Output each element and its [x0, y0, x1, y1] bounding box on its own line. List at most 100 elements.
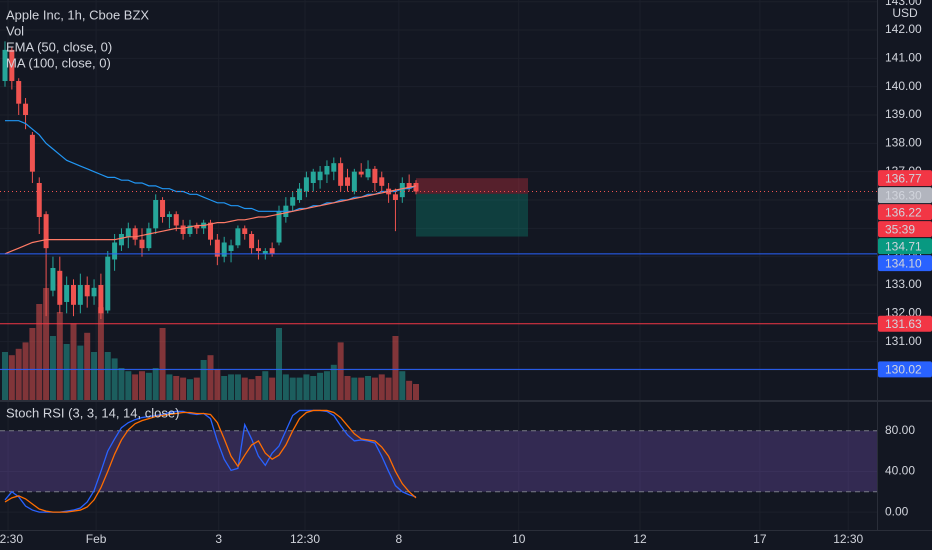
volume-bar [29, 328, 36, 400]
indicator-title: Stoch RSI (3, 3, 14, 14, close) [6, 405, 179, 420]
vol-layer [2, 288, 419, 400]
candle-body [262, 250, 268, 254]
x-tick-label: 12 [633, 532, 647, 546]
price-tag-bg [878, 170, 932, 187]
volume-bar [358, 377, 365, 400]
candle-body [166, 214, 172, 217]
candle-body [16, 81, 22, 104]
y-tick-label: 0.00 [885, 504, 909, 518]
candle-body [214, 239, 220, 257]
candle-body [173, 214, 179, 226]
volume-bar [275, 328, 282, 400]
y-tick-label: 143.00 [885, 0, 922, 8]
candle-body [235, 228, 241, 246]
volume-bar [371, 377, 378, 400]
lines-layer [4, 120, 417, 513]
candle-body [187, 225, 193, 234]
y-tick-label: 140.00 [885, 79, 922, 93]
candle-body [194, 225, 200, 229]
indicator-line [4, 185, 417, 255]
volume-bar [310, 376, 317, 400]
price-tag: 134.10 [885, 256, 922, 270]
volume-bar [138, 371, 145, 400]
y-tick-label: 40.00 [885, 464, 915, 478]
price-tag: 131.63 [885, 317, 922, 331]
candle-body [303, 177, 309, 192]
volume-bar [166, 374, 173, 400]
candle-body [297, 188, 303, 200]
volume-bar [97, 307, 104, 400]
x-tick-label: 12:30 [833, 532, 863, 546]
y-tick-label: 133.00 [885, 277, 922, 291]
candle-body [29, 134, 35, 172]
volume-bar [180, 377, 187, 400]
price-axis-bg [877, 0, 932, 550]
price-tag-bg [878, 255, 932, 272]
volume-bar [207, 355, 214, 400]
price-tag: 136.22 [885, 205, 922, 219]
volume-bar [378, 374, 385, 400]
volume-bar [399, 371, 406, 400]
candle-body [242, 228, 248, 234]
volume-bar [392, 336, 399, 400]
price-tag: 136.77 [885, 171, 922, 185]
candles-layer [2, 41, 419, 319]
volume-bar [91, 352, 98, 400]
volume-bar [2, 352, 9, 400]
candle-body [338, 163, 344, 186]
price-tag-bg [878, 361, 932, 378]
legend-entry: EMA (50, close, 0) [6, 39, 112, 54]
x-tick-label: 10 [512, 532, 526, 546]
candle-body [146, 228, 152, 249]
candle-body [399, 183, 405, 198]
candle-body [84, 284, 90, 297]
volume-bar [289, 377, 296, 400]
volume-bar [351, 377, 358, 400]
volume-bar [43, 288, 50, 400]
volume-bar [118, 368, 125, 400]
candle-body [23, 103, 29, 116]
candle-body [249, 233, 255, 249]
candle-body [98, 284, 104, 314]
candle-body [228, 245, 234, 251]
candle-body [2, 49, 8, 82]
volume-bar [337, 342, 344, 400]
volume-bar [63, 344, 70, 400]
currency-label: USD [892, 6, 918, 20]
chart-title: Apple Inc, 1h, Cboe BZX [6, 7, 149, 22]
x-tick-label: 17 [753, 532, 767, 546]
price-tag: 130.02 [885, 363, 922, 377]
candle-body [331, 163, 337, 172]
x-tick-label: 12:30 [0, 532, 23, 546]
candle-body [406, 183, 412, 189]
volume-bar [303, 374, 310, 400]
countdown: 35:39 [885, 222, 915, 236]
volume-bar [173, 376, 180, 400]
stoch-line [4, 409, 417, 513]
x-tick-label: Feb [86, 532, 107, 546]
candle-body [324, 166, 330, 175]
candle-body [50, 267, 56, 291]
x-tick-label: 8 [396, 532, 403, 546]
volume-bar [269, 377, 276, 400]
candle-body [139, 239, 145, 249]
volume-bar [214, 369, 221, 400]
volume-bar [330, 364, 337, 400]
volume-bar [241, 377, 248, 400]
y-tick-label: 80.00 [885, 423, 915, 437]
candle-body [344, 177, 350, 186]
grid-layer [0, 0, 877, 530]
price-tag: 134.71 [885, 239, 922, 253]
volume-bar [159, 328, 166, 400]
y-tick-label: 139.00 [885, 107, 922, 121]
candle-body [77, 284, 83, 305]
band-layer [0, 430, 877, 493]
candle-body [9, 49, 15, 82]
tags-layer: 136.77 136.30 136.22 35:39 134.71 134.10 131.6… [878, 170, 932, 378]
volume-bar [132, 374, 139, 400]
candle-body [91, 287, 97, 297]
candle-body [207, 222, 213, 240]
box-layer [415, 178, 528, 237]
